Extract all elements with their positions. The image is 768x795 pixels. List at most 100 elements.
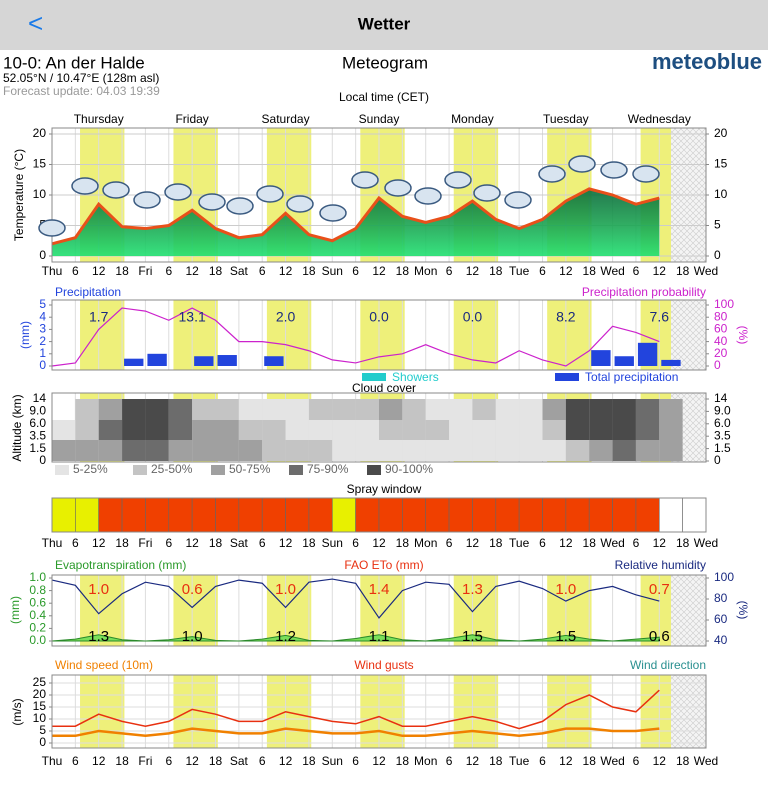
precip-bar (637, 342, 658, 366)
cloud-cell (379, 420, 403, 440)
time-label: 12 (185, 536, 199, 550)
cloud-cell (215, 399, 239, 420)
tick-label: 0.6 (29, 595, 46, 609)
time-label: 18 (302, 754, 316, 768)
tick-label: 0 (39, 358, 46, 372)
cloud-cell (589, 420, 613, 440)
tick-label: 3.5 (29, 428, 46, 442)
time-label: 18 (209, 264, 223, 278)
time-label: 6 (352, 536, 359, 550)
unit: (mm) (18, 321, 32, 349)
time-label: Fri (138, 754, 152, 768)
forecast-end (670, 300, 706, 370)
spray-cell (448, 497, 473, 533)
tick-label: 20 (33, 687, 47, 701)
cloud-cell (542, 440, 566, 461)
tick-label: 0.2 (29, 621, 46, 635)
tick-label: 0.0 (29, 633, 46, 647)
daylight-band (360, 575, 405, 646)
cloud-cell (402, 399, 426, 420)
tick-label: 14 (33, 391, 47, 405)
panel-label: Wind speed (10m) (55, 658, 153, 672)
time-label: 6 (446, 264, 453, 278)
cloud-cell (659, 440, 683, 461)
weather-icon (102, 181, 130, 199)
cloud-cell (215, 440, 239, 461)
cloud-cell (122, 420, 146, 440)
cloud-cell (52, 440, 76, 461)
time-label: 6 (539, 754, 546, 768)
spray-cell (191, 497, 216, 533)
cloud-cell (285, 399, 309, 420)
spray-cell (285, 497, 310, 533)
time-label: 6 (539, 536, 546, 550)
spray-cell (98, 497, 123, 533)
tick-label: 60 (714, 612, 728, 626)
weather-icon (71, 177, 99, 195)
time-label: 18 (489, 536, 503, 550)
precip-bar (264, 356, 284, 366)
daylight-band (453, 300, 499, 370)
spray-cell (402, 497, 427, 533)
time-label: 18 (209, 536, 223, 550)
legend-swatch (211, 465, 225, 475)
cloud-cell (238, 440, 263, 461)
tick-label: 4 (39, 309, 46, 323)
tick-label: 5 (39, 297, 46, 311)
spray-cell (658, 497, 683, 533)
weather-icon (38, 219, 66, 237)
cloud-cell (565, 440, 590, 461)
time-label: 18 (583, 754, 597, 768)
weather-icon (198, 193, 226, 211)
time-label: 12 (92, 264, 106, 278)
time-label: 18 (209, 754, 223, 768)
cloud-cell (402, 440, 426, 461)
weather-icon (164, 183, 192, 201)
time-label: Fri (138, 264, 152, 278)
tick-label: 0.8 (29, 583, 46, 597)
panel-label: FAO ETo (mm) (344, 558, 423, 572)
precip-bar (147, 353, 167, 366)
time-label: Wed (694, 536, 718, 550)
precip-probability (51, 307, 660, 367)
cloud-cell (192, 399, 216, 420)
cloud-cell (308, 440, 333, 461)
cloud-cell (98, 399, 123, 420)
cloud-cell (52, 420, 76, 440)
spray-cell (51, 497, 76, 533)
daylight-band (266, 675, 312, 748)
precip-bar (614, 356, 634, 366)
day-label: Tuesday (543, 112, 589, 126)
daylight-band (453, 575, 499, 646)
fao-daily: 1.0 (275, 581, 296, 598)
time-label: 12 (466, 264, 480, 278)
time-label: Mon (414, 754, 437, 768)
daylight-band (547, 675, 592, 748)
cloud-cell (75, 420, 99, 440)
time-label: Sat (230, 536, 249, 550)
back-button[interactable]: < (28, 8, 43, 38)
daylight-band (173, 575, 218, 646)
cloud-cell (379, 399, 403, 420)
time-label: 12 (372, 754, 386, 768)
cloud-cell (659, 399, 683, 420)
precip-bar (591, 350, 611, 366)
cloud-cell (98, 420, 123, 440)
et-daily: 1.5 (555, 628, 576, 645)
tick-label: 3.5 (714, 428, 731, 442)
cloud-cell (262, 420, 286, 440)
cloud-cell (75, 399, 99, 420)
panel-label: Evapotranspiration (mm) (55, 558, 186, 572)
daily-precip: 1.7 (89, 309, 109, 325)
tick-label: 9.0 (714, 404, 731, 418)
cloud-cell (168, 440, 193, 461)
fao-daily: 1.4 (369, 581, 390, 598)
spray-cell (612, 497, 637, 533)
et-daily: 1.5 (462, 628, 483, 645)
cloud-cell (589, 440, 613, 461)
spray-cell (75, 497, 100, 533)
panel-label: Wind gusts (354, 658, 413, 672)
time-label: Wed (694, 264, 718, 278)
time-label: 6 (352, 264, 359, 278)
